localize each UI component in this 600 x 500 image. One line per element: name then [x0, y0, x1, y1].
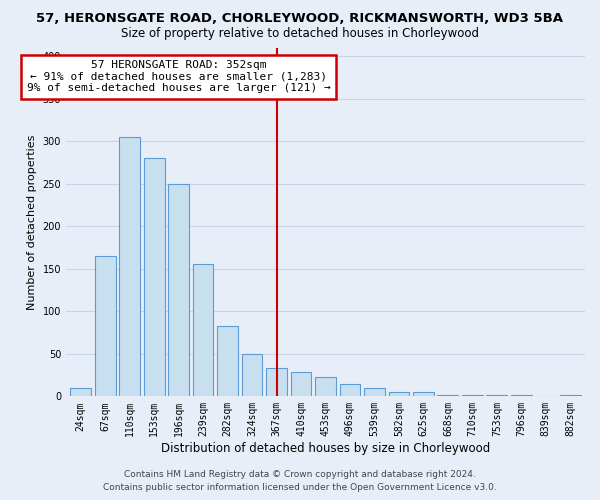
Bar	[340, 384, 361, 396]
Bar	[217, 326, 238, 396]
Text: Size of property relative to detached houses in Chorleywood: Size of property relative to detached ho…	[121, 28, 479, 40]
Bar	[168, 184, 189, 396]
Text: 57 HERONSGATE ROAD: 352sqm
← 91% of detached houses are smaller (1,283)
9% of se: 57 HERONSGATE ROAD: 352sqm ← 91% of deta…	[27, 60, 331, 94]
Text: 57, HERONSGATE ROAD, CHORLEYWOOD, RICKMANSWORTH, WD3 5BA: 57, HERONSGATE ROAD, CHORLEYWOOD, RICKMA…	[37, 12, 563, 26]
Bar	[487, 394, 507, 396]
Bar	[315, 377, 336, 396]
Bar	[462, 394, 483, 396]
Bar	[437, 394, 458, 396]
Text: Contains HM Land Registry data © Crown copyright and database right 2024.
Contai: Contains HM Land Registry data © Crown c…	[103, 470, 497, 492]
Bar	[389, 392, 409, 396]
Bar	[560, 394, 581, 396]
Bar	[266, 368, 287, 396]
Bar	[70, 388, 91, 396]
Bar	[144, 158, 164, 396]
Bar	[413, 392, 434, 396]
Bar	[119, 137, 140, 396]
Bar	[364, 388, 385, 396]
Bar	[95, 256, 116, 396]
Bar	[242, 354, 262, 397]
Bar	[193, 264, 214, 396]
X-axis label: Distribution of detached houses by size in Chorleywood: Distribution of detached houses by size …	[161, 442, 490, 455]
Bar	[290, 372, 311, 396]
Y-axis label: Number of detached properties: Number of detached properties	[27, 134, 37, 310]
